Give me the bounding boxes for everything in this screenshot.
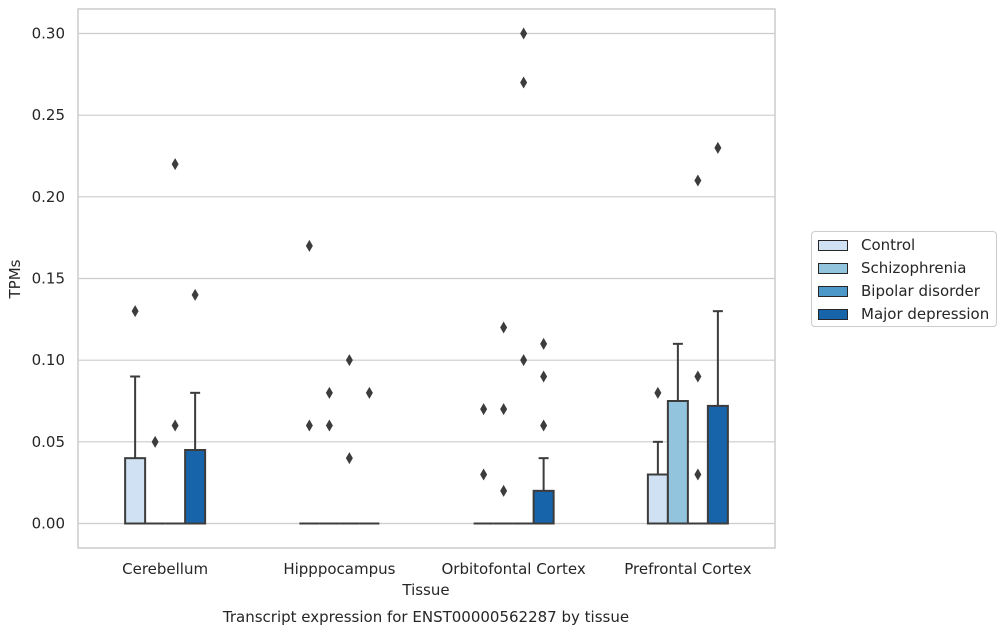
outlier-point: [305, 419, 313, 432]
outlier-point: [520, 76, 528, 89]
outlier-point: [500, 484, 508, 497]
x-axis-label: Tissue: [401, 581, 449, 599]
box-cerebellum-control: [124, 305, 147, 525]
box-body: [184, 449, 207, 525]
outlier-point: [480, 403, 488, 416]
outlier-point: [520, 354, 528, 367]
outlier-point: [151, 435, 159, 448]
box-body: [666, 400, 689, 525]
legend-label-schizophrenia: Schizophrenia: [861, 259, 967, 277]
outlier-point: [345, 452, 353, 465]
box-hipppocampus-schizophrenia: [319, 386, 340, 525]
y-tick-label: 0.20: [32, 188, 65, 206]
legend-swatch-control: [818, 239, 848, 251]
outlier-point: [325, 386, 333, 399]
y-tick-label: 0.05: [32, 433, 65, 451]
x-tick-label-hipppocampus: Hipppocampus: [283, 560, 395, 578]
legend-swatch-major-depression: [818, 308, 848, 320]
outlier-point: [540, 337, 548, 350]
x-tick-label-cerebellum: Cerebellum: [122, 560, 208, 578]
box-cerebellum-schizophrenia: [145, 435, 166, 525]
outlier-point: [540, 370, 548, 383]
legend-item-schizophrenia: Schizophrenia: [818, 258, 966, 278]
y-tick-label: 0.00: [32, 515, 65, 533]
outlier-point: [694, 174, 702, 187]
box-body: [124, 457, 147, 525]
box-hipppocampus-major-depression: [359, 386, 380, 525]
box-body: [706, 404, 729, 525]
box-orbitofontal-cortex-bipolar-disorder: [513, 27, 534, 525]
legend-swatch-schizophrenia: [818, 262, 848, 274]
legend-item-bipolar-disorder: Bipolar disorder: [818, 281, 980, 301]
legend-swatch-bipolar-disorder: [818, 285, 848, 297]
legend-item-major-depression: Major depression: [818, 304, 989, 324]
box-hipppocampus-control: [299, 239, 320, 525]
legend-label-control: Control: [861, 236, 916, 254]
box-prefrontal-cortex-bipolar-disorder: [687, 174, 708, 525]
outlier-point: [480, 468, 488, 481]
outlier-point: [654, 386, 662, 399]
box-prefrontal-cortex-schizophrenia: [666, 342, 689, 525]
legend-item-control: Control: [818, 235, 915, 255]
box-hipppocampus-bipolar-disorder: [339, 354, 360, 525]
box-body: [532, 489, 555, 525]
box-orbitofontal-cortex-major-depression: [532, 337, 555, 525]
outlier-point: [171, 158, 179, 171]
outlier-point: [520, 27, 528, 40]
box-prefrontal-cortex-major-depression: [706, 141, 729, 525]
box-orbitofontal-cortex-control: [473, 403, 494, 525]
box-body: [646, 473, 669, 525]
outlier-point: [191, 288, 199, 301]
axes: 0.00 0.05 0.10 0.15 0.20 0.25 0.30 Cerebellum Hi…: [32, 8, 776, 578]
legend-label-bipolar-disorder: Bipolar disorder: [861, 282, 980, 300]
box-cerebellum-major-depression: [184, 288, 207, 525]
outlier-point: [500, 321, 508, 334]
x-tick-label-prefrontal-cortex: Prefrontal Cortex: [624, 560, 751, 578]
legend-label-major-depression: Major depression: [861, 305, 990, 323]
plot-frame: [77, 8, 776, 549]
outlier-point: [694, 370, 702, 383]
box-plot-boxes: [124, 27, 729, 525]
outlier-point: [171, 419, 179, 432]
outlier-point: [325, 419, 333, 432]
outlier-point: [500, 403, 508, 416]
outlier-point: [131, 305, 139, 318]
outlier-point: [305, 239, 313, 252]
box-prefrontal-cortex-control: [646, 386, 669, 525]
legend: Control Schizophrenia Bipolar disorder M…: [811, 231, 997, 327]
box-cerebellum-bipolar-disorder: [165, 158, 186, 525]
outlier-point: [714, 141, 722, 154]
outlier-point: [365, 386, 373, 399]
outlier-point: [540, 419, 548, 432]
outlier-point: [694, 468, 702, 481]
y-tick-label: 0.25: [32, 106, 65, 124]
y-axis-label: TPMs: [6, 259, 24, 299]
y-tick-label: 0.15: [32, 270, 65, 288]
x-tick-label-orbitofontal-cortex: Orbitofontal Cortex: [442, 560, 586, 578]
outlier-point: [345, 354, 353, 367]
y-tick-label: 0.30: [32, 25, 65, 43]
box-orbitofontal-cortex-schizophrenia: [493, 321, 514, 525]
chart-caption: Transcript expression for ENST0000056228…: [222, 608, 629, 626]
y-tick-label: 0.10: [32, 351, 65, 369]
